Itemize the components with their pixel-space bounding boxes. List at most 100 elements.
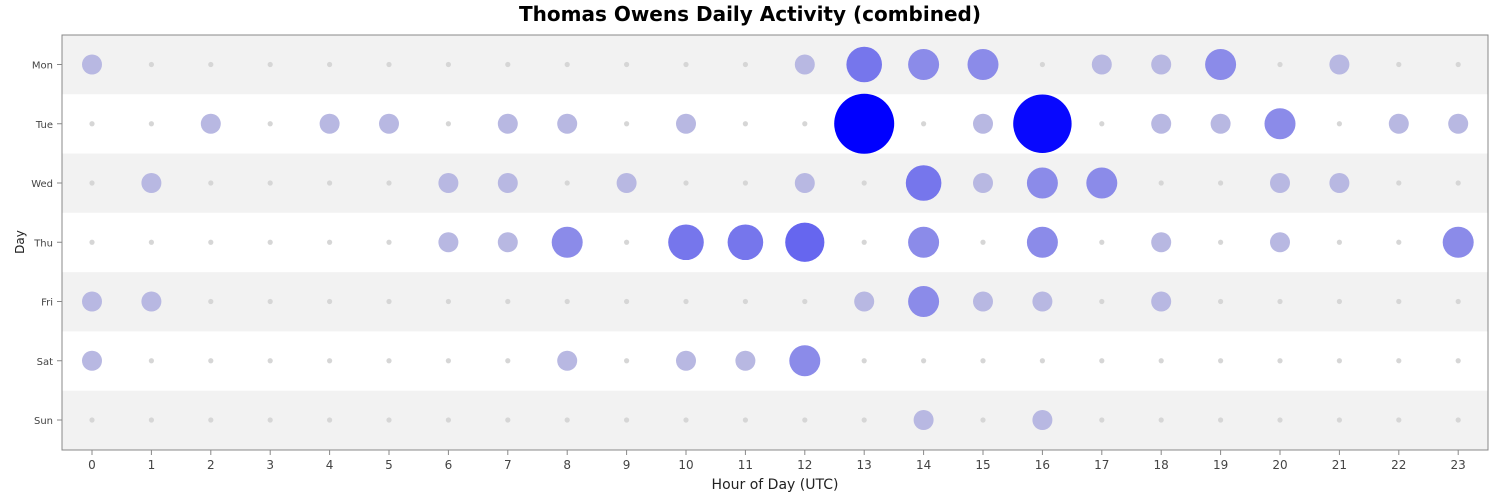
bubble-sat-1 xyxy=(148,358,154,364)
bubble-sat-18 xyxy=(1158,358,1164,364)
bubble-mon-15 xyxy=(967,49,999,80)
bubble-fri-1 xyxy=(141,291,162,312)
bubble-tue-20 xyxy=(1264,108,1296,140)
bubble-mon-21 xyxy=(1329,54,1350,75)
bubble-thu-5 xyxy=(386,239,392,245)
bubble-sun-2 xyxy=(208,417,214,423)
x-tick-label: 19 xyxy=(1213,458,1228,472)
bubble-wed-11 xyxy=(742,180,749,186)
bubble-fri-9 xyxy=(624,298,630,305)
bubble-sat-2 xyxy=(208,358,214,364)
bubble-sun-16 xyxy=(1032,410,1053,430)
bubble-sun-21 xyxy=(1336,417,1342,423)
bubble-mon-11 xyxy=(742,61,749,68)
day-band-sat xyxy=(62,331,1488,391)
bubble-sat-14 xyxy=(921,358,927,364)
bubble-sat-10 xyxy=(676,350,696,371)
bubble-thu-3 xyxy=(267,239,273,245)
bubble-wed-5 xyxy=(386,180,392,186)
bubble-thu-6 xyxy=(438,232,459,253)
bubble-tue-17 xyxy=(1099,121,1105,127)
bubble-sun-20 xyxy=(1277,417,1283,423)
x-tick-label: 18 xyxy=(1154,458,1169,472)
y-tick-label: Sun xyxy=(34,416,53,427)
bubble-thu-0 xyxy=(89,239,95,245)
bubble-tue-10 xyxy=(676,113,696,134)
bubble-fri-6 xyxy=(445,298,451,305)
x-tick-label: 14 xyxy=(916,458,931,472)
bubble-sat-5 xyxy=(386,358,392,364)
bubble-sat-11 xyxy=(735,350,756,371)
bubble-fri-10 xyxy=(683,298,689,305)
bubble-mon-14 xyxy=(908,49,940,80)
bubble-tue-0 xyxy=(89,121,95,127)
bubble-wed-1 xyxy=(141,173,162,193)
bubble-mon-9 xyxy=(624,61,630,68)
x-tick-label: 10 xyxy=(678,458,693,472)
y-axis-title: Day xyxy=(13,230,27,254)
bubble-thu-9 xyxy=(624,239,630,245)
bubble-thu-19 xyxy=(1218,239,1224,245)
bubble-thu-17 xyxy=(1099,239,1105,245)
bubble-sun-23 xyxy=(1455,417,1461,423)
bubble-fri-21 xyxy=(1336,298,1342,305)
bubble-fri-4 xyxy=(327,298,333,305)
y-tick-label: Tue xyxy=(35,120,53,131)
bubble-wed-13 xyxy=(861,180,867,186)
x-tick-label: 16 xyxy=(1035,458,1050,472)
bubble-thu-7 xyxy=(497,232,518,253)
bubble-tue-16 xyxy=(1013,94,1072,153)
bubble-wed-19 xyxy=(1218,180,1224,186)
bubble-mon-10 xyxy=(683,61,689,68)
bubble-mon-3 xyxy=(267,61,273,68)
bubble-sun-18 xyxy=(1158,417,1164,423)
bubble-sat-0 xyxy=(82,350,102,371)
bubble-mon-5 xyxy=(386,61,392,68)
bubble-tue-7 xyxy=(497,113,518,134)
bubble-mon-20 xyxy=(1277,61,1283,68)
bubble-thu-12 xyxy=(785,222,825,262)
bubble-sun-10 xyxy=(683,417,689,423)
bubble-fri-19 xyxy=(1218,298,1224,305)
bubble-thu-21 xyxy=(1336,239,1342,245)
chart-title: Thomas Owens Daily Activity (combined) xyxy=(519,2,981,26)
x-tick-label: 17 xyxy=(1094,458,1109,472)
bubble-fri-14 xyxy=(908,286,940,317)
bubble-wed-18 xyxy=(1158,180,1164,186)
day-band-tue xyxy=(62,94,1488,154)
day-bands xyxy=(62,35,1488,450)
bubble-thu-15 xyxy=(980,239,986,245)
bubble-tue-22 xyxy=(1388,113,1409,134)
bubble-mon-1 xyxy=(148,61,154,68)
bubble-tue-4 xyxy=(319,113,340,134)
bubble-thu-18 xyxy=(1151,232,1172,253)
bubble-tue-11 xyxy=(742,121,749,127)
bubble-sun-6 xyxy=(445,417,451,423)
bubble-thu-4 xyxy=(327,239,333,245)
x-axis-title: Hour of Day (UTC) xyxy=(712,477,839,493)
day-band-sun xyxy=(62,390,1488,450)
bubble-sat-8 xyxy=(557,350,578,371)
x-tick-label: 15 xyxy=(975,458,990,472)
x-tick-label: 9 xyxy=(623,458,631,472)
bubble-fri-0 xyxy=(82,291,102,312)
bubble-fri-23 xyxy=(1455,298,1461,305)
bubble-sat-13 xyxy=(861,358,867,364)
bubble-sat-23 xyxy=(1455,358,1461,364)
x-tick-label: 0 xyxy=(88,458,96,472)
bubble-tue-5 xyxy=(379,113,399,134)
x-tick-label: 3 xyxy=(266,458,274,472)
bubble-wed-3 xyxy=(267,180,273,186)
day-band-thu xyxy=(62,212,1488,273)
x-tick-label: 1 xyxy=(148,458,156,472)
bubble-wed-23 xyxy=(1455,180,1461,186)
bubble-thu-13 xyxy=(861,239,867,245)
bubble-tue-15 xyxy=(973,113,993,134)
bubble-wed-6 xyxy=(438,173,459,193)
bubble-sun-15 xyxy=(980,417,986,423)
bubble-mon-19 xyxy=(1205,49,1237,80)
bubble-tue-13 xyxy=(834,93,895,154)
bubble-sun-12 xyxy=(802,417,808,423)
bubble-wed-2 xyxy=(208,180,214,186)
y-axis-ticks: Mon Tue Wed Thu Fri Sat Sun xyxy=(31,61,62,427)
